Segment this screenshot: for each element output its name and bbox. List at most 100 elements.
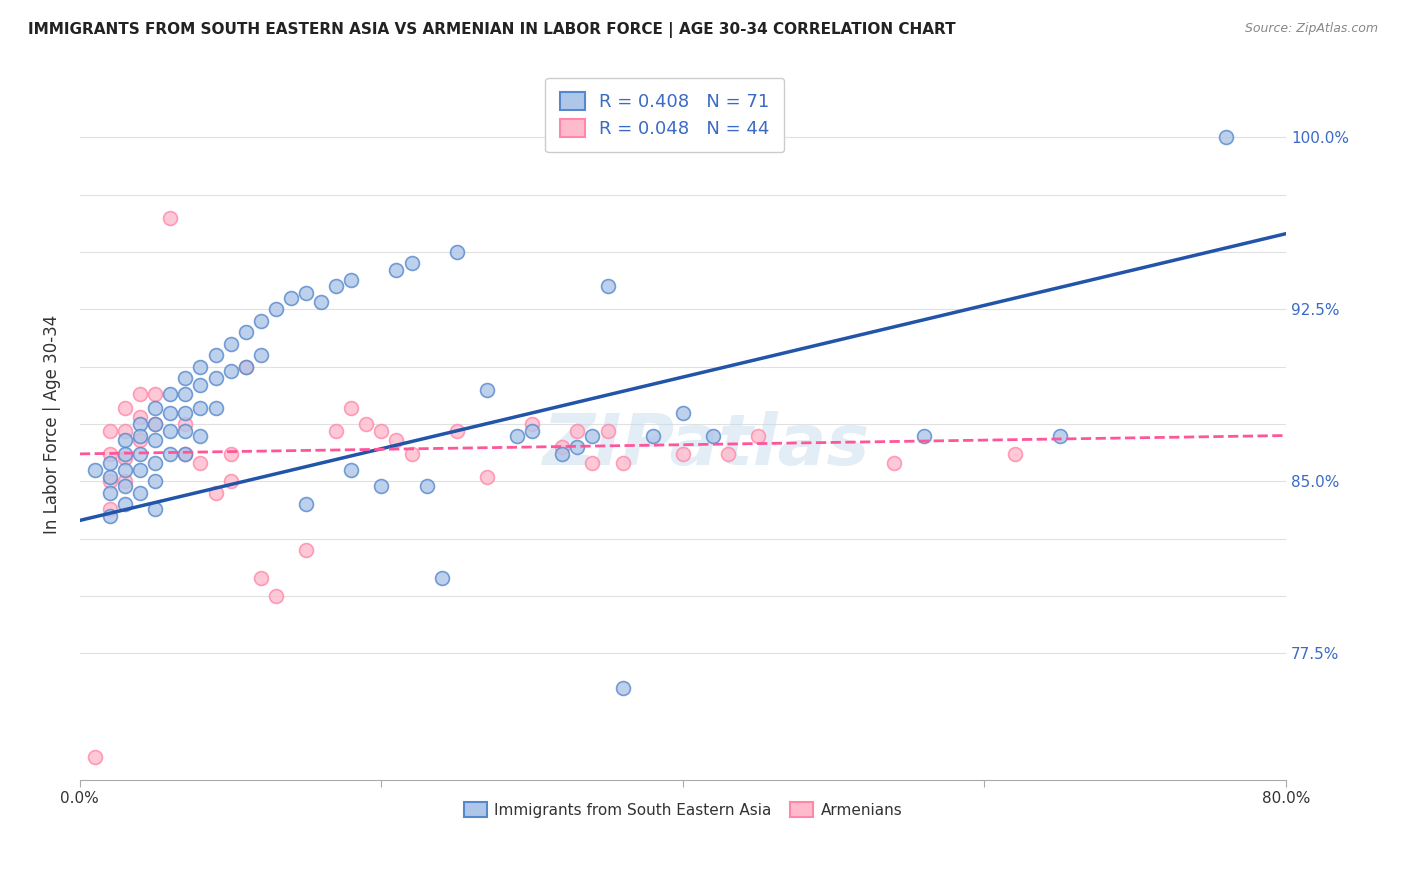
Point: [581, 456, 603, 470]
Point: [370, 424, 392, 438]
Point: [84, 749, 107, 764]
Point: [520, 417, 543, 431]
Point: [747, 428, 769, 442]
Point: [98, 502, 121, 516]
Point: [295, 543, 318, 558]
Point: [385, 433, 408, 447]
Point: [264, 302, 287, 317]
Point: [174, 417, 197, 431]
Point: [280, 291, 302, 305]
Text: IMMIGRANTS FROM SOUTH EASTERN ASIA VS ARMENIAN IN LABOR FORCE | AGE 30-34 CORREL: IMMIGRANTS FROM SOUTH EASTERN ASIA VS AR…: [28, 22, 956, 38]
Point: [235, 326, 257, 340]
Point: [340, 272, 363, 286]
Point: [159, 387, 181, 401]
Point: [114, 497, 136, 511]
Point: [143, 401, 166, 415]
Point: [174, 447, 197, 461]
Point: [612, 681, 634, 695]
Point: [98, 470, 121, 484]
Point: [249, 314, 271, 328]
Point: [143, 433, 166, 447]
Point: [114, 475, 136, 489]
Point: [249, 571, 271, 585]
Point: [415, 479, 437, 493]
Point: [174, 447, 197, 461]
Point: [672, 447, 695, 461]
Point: [143, 417, 166, 431]
Point: [219, 475, 242, 489]
Point: [506, 428, 529, 442]
Point: [264, 589, 287, 603]
Point: [446, 245, 468, 260]
Point: [235, 359, 257, 374]
Point: [174, 424, 197, 438]
Point: [356, 417, 378, 431]
Point: [174, 371, 197, 385]
Point: [204, 348, 226, 362]
Point: [143, 456, 166, 470]
Point: [1215, 130, 1237, 145]
Text: Source: ZipAtlas.com: Source: ZipAtlas.com: [1244, 22, 1378, 36]
Point: [567, 424, 589, 438]
Point: [114, 401, 136, 415]
Point: [159, 406, 181, 420]
Point: [204, 371, 226, 385]
Point: [174, 387, 197, 401]
Point: [567, 440, 589, 454]
Point: [325, 279, 347, 293]
Point: [114, 433, 136, 447]
Point: [159, 424, 181, 438]
Point: [190, 359, 212, 374]
Point: [596, 279, 619, 293]
Point: [702, 428, 724, 442]
Point: [98, 486, 121, 500]
Point: [219, 336, 242, 351]
Point: [641, 428, 664, 442]
Point: [612, 456, 634, 470]
Point: [581, 428, 603, 442]
Point: [219, 364, 242, 378]
Point: [98, 456, 121, 470]
Point: [143, 417, 166, 431]
Point: [325, 424, 347, 438]
Text: ZIPatlas: ZIPatlas: [543, 411, 870, 480]
Point: [446, 424, 468, 438]
Point: [1004, 447, 1026, 461]
Y-axis label: In Labor Force | Age 30-34: In Labor Force | Age 30-34: [44, 315, 60, 533]
Point: [114, 447, 136, 461]
Point: [84, 463, 107, 477]
Point: [249, 348, 271, 362]
Point: [114, 424, 136, 438]
Point: [370, 479, 392, 493]
Point: [204, 401, 226, 415]
Point: [219, 447, 242, 461]
Point: [475, 383, 498, 397]
Point: [475, 470, 498, 484]
Point: [190, 428, 212, 442]
Point: [129, 447, 152, 461]
Point: [1049, 428, 1071, 442]
Point: [717, 447, 740, 461]
Point: [340, 463, 363, 477]
Point: [159, 447, 181, 461]
Point: [129, 428, 152, 442]
Point: [98, 508, 121, 523]
Point: [114, 479, 136, 493]
Point: [129, 417, 152, 431]
Point: [129, 433, 152, 447]
Point: [143, 475, 166, 489]
Point: [98, 424, 121, 438]
Point: [430, 571, 453, 585]
Point: [190, 456, 212, 470]
Point: [129, 463, 152, 477]
Point: [912, 428, 935, 442]
Point: [235, 359, 257, 374]
Point: [672, 406, 695, 420]
Point: [98, 475, 121, 489]
Point: [129, 387, 152, 401]
Point: [129, 410, 152, 425]
Legend: Immigrants from South Eastern Asia, Armenians: Immigrants from South Eastern Asia, Arme…: [456, 794, 910, 825]
Point: [174, 406, 197, 420]
Point: [114, 463, 136, 477]
Point: [385, 263, 408, 277]
